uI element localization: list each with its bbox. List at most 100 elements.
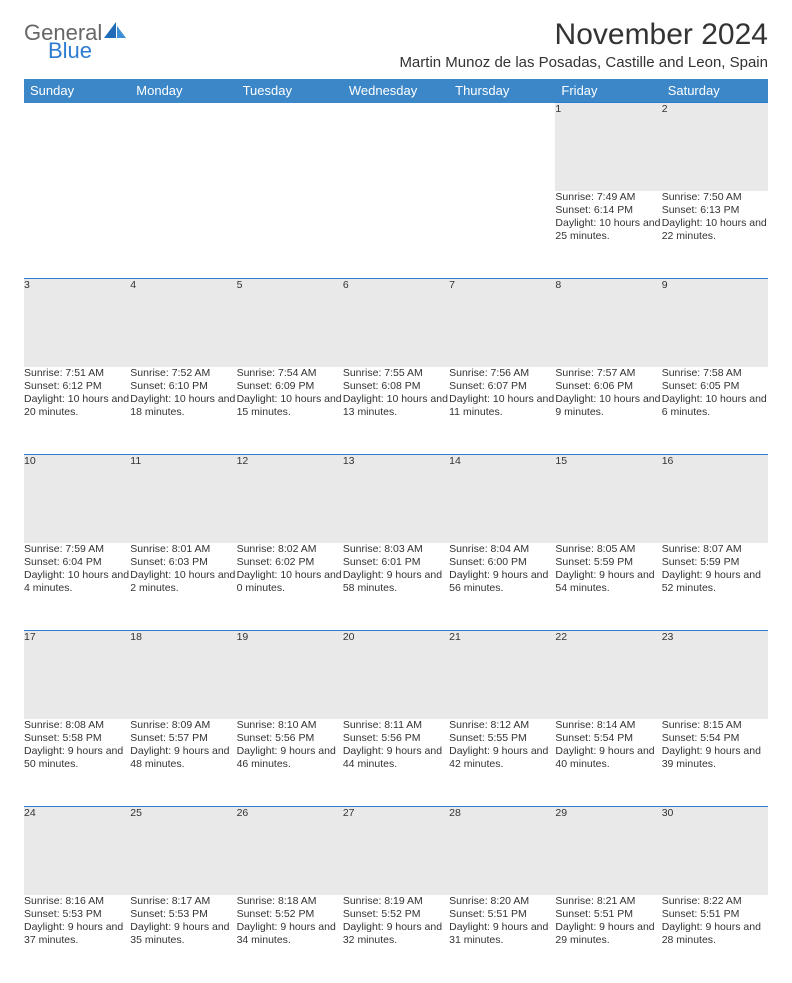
day-number-cell: 7	[449, 279, 555, 367]
sunrise-line: Sunrise: 8:21 AM	[555, 895, 661, 908]
daylight-line: Daylight: 10 hours and 15 minutes.	[237, 393, 343, 419]
daylight-line: Daylight: 10 hours and 22 minutes.	[662, 217, 768, 243]
day-content-cell: Sunrise: 8:16 AMSunset: 5:53 PMDaylight:…	[24, 895, 130, 983]
day-content-cell: Sunrise: 8:09 AMSunset: 5:57 PMDaylight:…	[130, 719, 236, 807]
sunrise-line: Sunrise: 7:49 AM	[555, 191, 661, 204]
sunset-line: Sunset: 5:56 PM	[343, 732, 449, 745]
day-content-cell: Sunrise: 8:14 AMSunset: 5:54 PMDaylight:…	[555, 719, 661, 807]
day-number-cell: 27	[343, 807, 449, 895]
sunrise-line: Sunrise: 8:16 AM	[24, 895, 130, 908]
daylight-line: Daylight: 10 hours and 6 minutes.	[662, 393, 768, 419]
sunrise-line: Sunrise: 7:55 AM	[343, 367, 449, 380]
day-number-cell: 15	[555, 455, 661, 543]
sunrise-line: Sunrise: 7:57 AM	[555, 367, 661, 380]
sunrise-line: Sunrise: 8:17 AM	[130, 895, 236, 908]
day-content-cell: Sunrise: 7:57 AMSunset: 6:06 PMDaylight:…	[555, 367, 661, 455]
sunrise-line: Sunrise: 8:07 AM	[662, 543, 768, 556]
day-number-cell: 12	[237, 455, 343, 543]
day-content-cell: Sunrise: 8:07 AMSunset: 5:59 PMDaylight:…	[662, 543, 768, 631]
day-content-cell: Sunrise: 7:50 AMSunset: 6:13 PMDaylight:…	[662, 191, 768, 279]
day-number-row: 10111213141516	[24, 455, 768, 543]
day-number-cell: 10	[24, 455, 130, 543]
daylight-line: Daylight: 9 hours and 39 minutes.	[662, 745, 768, 771]
day-number-cell: 13	[343, 455, 449, 543]
day-number-row: 3456789	[24, 279, 768, 367]
day-number-cell: 24	[24, 807, 130, 895]
sunset-line: Sunset: 6:00 PM	[449, 556, 555, 569]
daylight-line: Daylight: 10 hours and 13 minutes.	[343, 393, 449, 419]
sunset-line: Sunset: 5:52 PM	[343, 908, 449, 921]
sunset-line: Sunset: 6:04 PM	[24, 556, 130, 569]
day-number-cell: 3	[24, 279, 130, 367]
day-number-cell: 6	[343, 279, 449, 367]
sunset-line: Sunset: 5:59 PM	[555, 556, 661, 569]
sunrise-line: Sunrise: 7:59 AM	[24, 543, 130, 556]
daylight-line: Daylight: 10 hours and 20 minutes.	[24, 393, 130, 419]
day-number-cell	[130, 103, 236, 191]
day-content-cell: Sunrise: 8:03 AMSunset: 6:01 PMDaylight:…	[343, 543, 449, 631]
day-header: Monday	[130, 79, 236, 103]
daylight-line: Daylight: 10 hours and 25 minutes.	[555, 217, 661, 243]
sunrise-line: Sunrise: 8:10 AM	[237, 719, 343, 732]
day-number-cell: 23	[662, 631, 768, 719]
day-number-cell: 18	[130, 631, 236, 719]
sunrise-line: Sunrise: 8:20 AM	[449, 895, 555, 908]
day-header: Friday	[555, 79, 661, 103]
sunset-line: Sunset: 5:57 PM	[130, 732, 236, 745]
daylight-line: Daylight: 9 hours and 48 minutes.	[130, 745, 236, 771]
sunrise-line: Sunrise: 7:51 AM	[24, 367, 130, 380]
day-number-cell: 28	[449, 807, 555, 895]
day-number-row: 17181920212223	[24, 631, 768, 719]
day-content-row: Sunrise: 7:49 AMSunset: 6:14 PMDaylight:…	[24, 191, 768, 279]
sunset-line: Sunset: 6:02 PM	[237, 556, 343, 569]
sunrise-line: Sunrise: 7:54 AM	[237, 367, 343, 380]
month-title: November 2024	[399, 18, 768, 52]
day-content-cell	[130, 191, 236, 279]
day-number-cell: 2	[662, 103, 768, 191]
daylight-line: Daylight: 9 hours and 40 minutes.	[555, 745, 661, 771]
sunrise-line: Sunrise: 8:03 AM	[343, 543, 449, 556]
sunset-line: Sunset: 5:58 PM	[24, 732, 130, 745]
day-content-cell: Sunrise: 8:17 AMSunset: 5:53 PMDaylight:…	[130, 895, 236, 983]
day-content-cell	[343, 191, 449, 279]
sunset-line: Sunset: 5:59 PM	[662, 556, 768, 569]
daylight-line: Daylight: 9 hours and 35 minutes.	[130, 921, 236, 947]
day-content-cell: Sunrise: 8:20 AMSunset: 5:51 PMDaylight:…	[449, 895, 555, 983]
sunset-line: Sunset: 5:56 PM	[237, 732, 343, 745]
day-content-cell: Sunrise: 8:08 AMSunset: 5:58 PMDaylight:…	[24, 719, 130, 807]
day-content-cell: Sunrise: 7:55 AMSunset: 6:08 PMDaylight:…	[343, 367, 449, 455]
sunset-line: Sunset: 5:54 PM	[555, 732, 661, 745]
sunrise-line: Sunrise: 8:09 AM	[130, 719, 236, 732]
sunset-line: Sunset: 5:51 PM	[662, 908, 768, 921]
sunrise-line: Sunrise: 8:15 AM	[662, 719, 768, 732]
daylight-line: Daylight: 9 hours and 28 minutes.	[662, 921, 768, 947]
day-number-cell: 22	[555, 631, 661, 719]
day-content-cell: Sunrise: 8:02 AMSunset: 6:02 PMDaylight:…	[237, 543, 343, 631]
day-content-row: Sunrise: 8:16 AMSunset: 5:53 PMDaylight:…	[24, 895, 768, 983]
day-number-cell: 8	[555, 279, 661, 367]
day-content-row: Sunrise: 7:59 AMSunset: 6:04 PMDaylight:…	[24, 543, 768, 631]
daylight-line: Daylight: 9 hours and 52 minutes.	[662, 569, 768, 595]
sunset-line: Sunset: 6:03 PM	[130, 556, 236, 569]
day-content-cell	[449, 191, 555, 279]
daylight-line: Daylight: 10 hours and 9 minutes.	[555, 393, 661, 419]
day-number-cell	[343, 103, 449, 191]
day-content-cell: Sunrise: 8:05 AMSunset: 5:59 PMDaylight:…	[555, 543, 661, 631]
sunset-line: Sunset: 6:05 PM	[662, 380, 768, 393]
day-header: Saturday	[662, 79, 768, 103]
day-number-row: 24252627282930	[24, 807, 768, 895]
day-content-cell: Sunrise: 7:49 AMSunset: 6:14 PMDaylight:…	[555, 191, 661, 279]
day-content-cell: Sunrise: 7:56 AMSunset: 6:07 PMDaylight:…	[449, 367, 555, 455]
day-number-cell: 4	[130, 279, 236, 367]
daylight-line: Daylight: 9 hours and 44 minutes.	[343, 745, 449, 771]
sunrise-line: Sunrise: 8:01 AM	[130, 543, 236, 556]
day-content-cell: Sunrise: 8:12 AMSunset: 5:55 PMDaylight:…	[449, 719, 555, 807]
sunset-line: Sunset: 5:52 PM	[237, 908, 343, 921]
day-content-cell: Sunrise: 8:21 AMSunset: 5:51 PMDaylight:…	[555, 895, 661, 983]
sunset-line: Sunset: 6:07 PM	[449, 380, 555, 393]
day-header: Sunday	[24, 79, 130, 103]
day-header: Tuesday	[237, 79, 343, 103]
sunset-line: Sunset: 6:10 PM	[130, 380, 236, 393]
daylight-line: Daylight: 10 hours and 4 minutes.	[24, 569, 130, 595]
day-number-cell: 5	[237, 279, 343, 367]
